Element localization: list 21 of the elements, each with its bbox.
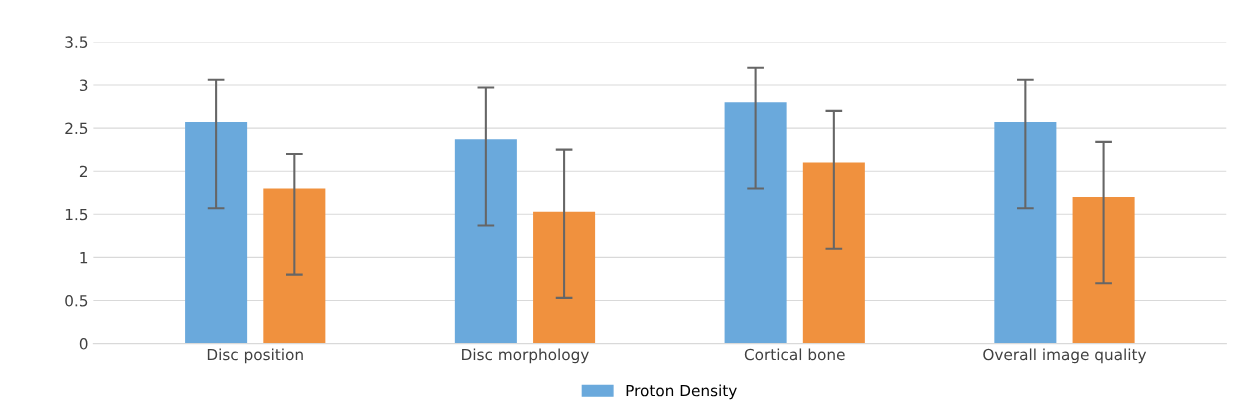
bar [454,139,517,344]
bar [263,188,326,344]
bar [724,102,787,344]
y-tick-label: 1.5 [65,208,88,221]
x-tick-label: Cortical bone [744,348,845,361]
y-tick-label: 0.5 [65,294,88,307]
bar [994,122,1057,344]
bar [185,122,248,344]
y-tick-label: 3 [79,79,88,92]
bar [533,211,596,344]
y-tick-label: 3.5 [65,36,88,48]
x-tick-label: Disc morphology [462,348,589,364]
x-tick-label: Overall image quality [983,348,1147,364]
x-tick-label: Disc position [207,348,303,364]
bar [802,162,865,344]
y-tick-label: 2 [79,165,87,177]
legend-label: Proton Density [626,384,737,400]
y-tick-label: 1 [80,252,88,264]
y-tick-label: 0 [79,338,88,350]
bar [1072,197,1135,344]
y-tick-label: 2.5 [65,122,88,135]
